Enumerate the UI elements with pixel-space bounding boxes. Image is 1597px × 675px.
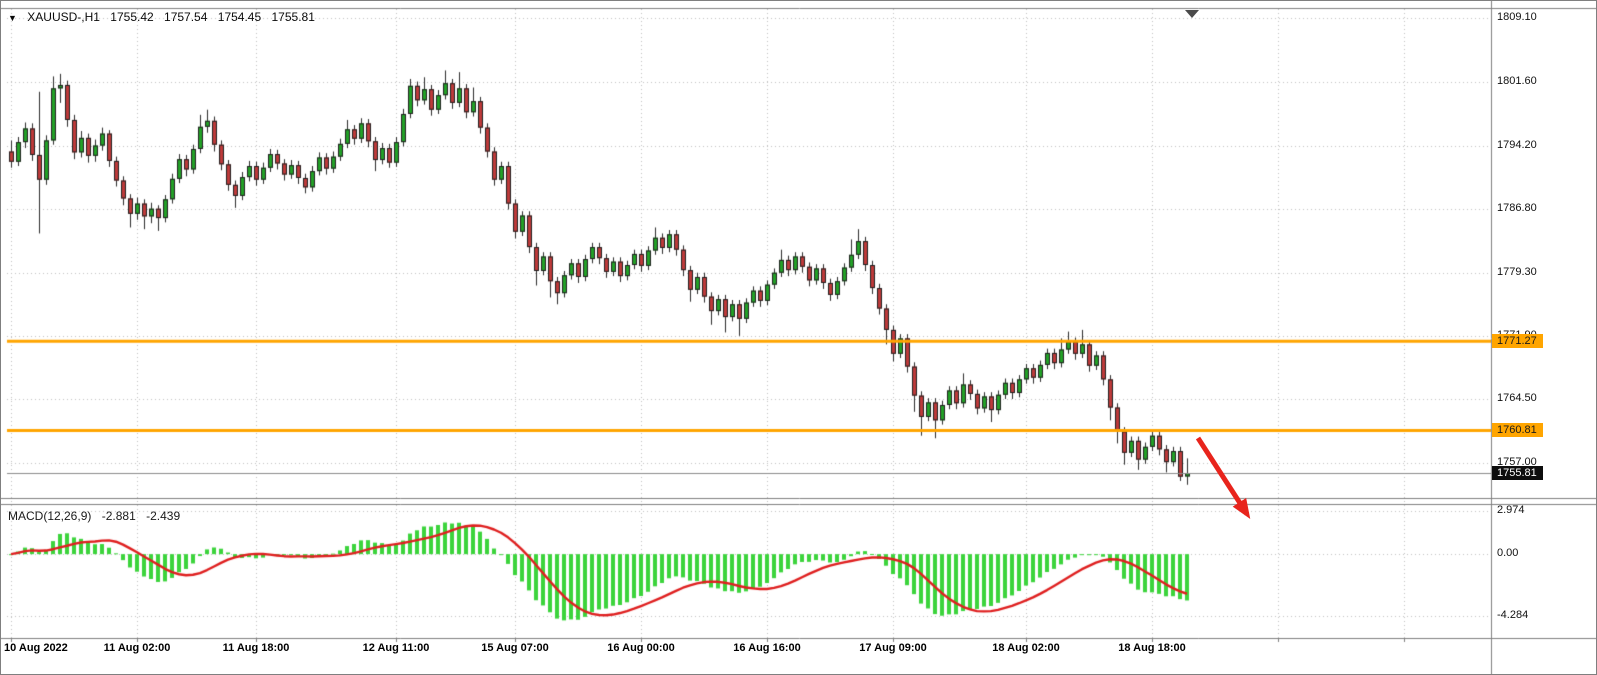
price-axis-label: 1764.50 xyxy=(1497,392,1537,404)
time-axis-label: 18 Aug 18:00 xyxy=(1118,642,1186,654)
expand-icon[interactable]: ▼ xyxy=(8,13,17,23)
hline-price-tag[interactable]: 1771.27 xyxy=(1492,334,1543,349)
time-axis-label: 16 Aug 00:00 xyxy=(607,642,675,654)
time-axis-label: 10 Aug 2022 xyxy=(4,642,68,654)
time-axis-label: 18 Aug 02:00 xyxy=(992,642,1060,654)
hline-price-tag[interactable]: 1760.81 xyxy=(1492,423,1543,438)
ohlc-low: 1754.45 xyxy=(217,10,262,24)
symbol-ohlc-line: ▼ XAUUSD-,H1 1755.42 1757.54 1754.45 175… xyxy=(8,10,322,24)
macd-name: MACD(12,26,9) xyxy=(8,509,92,523)
time-axis-label: 17 Aug 09:00 xyxy=(859,642,927,654)
indicator-axis-label: 0.00 xyxy=(1497,547,1519,560)
time-axis-label: 15 Aug 07:00 xyxy=(481,642,549,654)
indicator-axis-label: 2.974 xyxy=(1497,504,1525,517)
bid-price-tag[interactable]: 1755.81 xyxy=(1492,466,1543,481)
ohlc-open: 1755.42 xyxy=(110,10,154,24)
time-axis-label: 11 Aug 18:00 xyxy=(222,642,290,654)
macd-value: -2.881 xyxy=(101,509,136,523)
price-axis-label: 1757.00 xyxy=(1497,456,1537,468)
chart-shift-marker-icon[interactable] xyxy=(1185,10,1199,18)
price-axis-label: 1809.10 xyxy=(1497,11,1537,24)
symbol-timeframe: XAUUSD-,H1 xyxy=(27,10,100,24)
price-axis-label: 1794.20 xyxy=(1497,138,1537,151)
indicator-axis-label: -4.284 xyxy=(1497,609,1529,622)
macd-signal-value: -2.439 xyxy=(146,509,181,523)
ohlc-close: 1755.81 xyxy=(271,10,315,24)
time-axis-label: 11 Aug 02:00 xyxy=(103,642,171,654)
ohlc-high: 1757.54 xyxy=(164,10,208,24)
price-axis-label: 1786.80 xyxy=(1497,201,1537,214)
macd-indicator-label: MACD(12,26,9) -2.881 -2.439 xyxy=(8,509,187,523)
price-axis-label: 1779.30 xyxy=(1497,265,1537,278)
time-axis-label: 12 Aug 11:00 xyxy=(362,642,430,654)
time-axis-label: 16 Aug 16:00 xyxy=(733,642,801,654)
price-axis-label: 1801.60 xyxy=(1497,75,1537,88)
